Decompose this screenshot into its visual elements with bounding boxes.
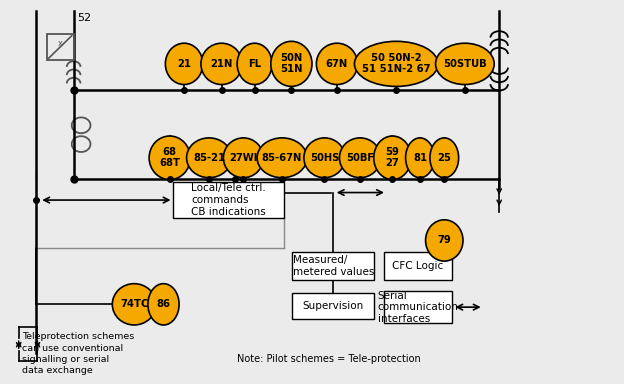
- FancyBboxPatch shape: [384, 252, 452, 280]
- Ellipse shape: [354, 41, 438, 86]
- Bar: [47, 34, 74, 60]
- Text: Measured/
metered values: Measured/ metered values: [293, 255, 374, 276]
- Text: 21: 21: [177, 59, 191, 69]
- Text: Note: Pilot schemes = Tele-protection: Note: Pilot schemes = Tele-protection: [237, 354, 421, 364]
- Ellipse shape: [257, 138, 307, 178]
- Text: 86: 86: [157, 299, 170, 310]
- Ellipse shape: [223, 138, 263, 178]
- Text: 85-67N: 85-67N: [262, 153, 302, 163]
- Ellipse shape: [436, 43, 494, 84]
- Ellipse shape: [430, 138, 459, 178]
- FancyBboxPatch shape: [292, 293, 374, 319]
- Text: 68
68T: 68 68T: [159, 147, 180, 168]
- Text: 81: 81: [413, 153, 427, 163]
- Text: 50HS: 50HS: [310, 153, 339, 163]
- Ellipse shape: [339, 138, 381, 178]
- Ellipse shape: [237, 43, 272, 84]
- Text: Supervision: Supervision: [303, 301, 364, 311]
- Text: 50STUB: 50STUB: [443, 59, 487, 69]
- Ellipse shape: [374, 136, 411, 180]
- Text: x: x: [57, 39, 63, 48]
- Text: 21N: 21N: [210, 59, 233, 69]
- Ellipse shape: [148, 284, 179, 325]
- Text: 52: 52: [77, 13, 91, 23]
- Text: 27WI: 27WI: [229, 153, 258, 163]
- Ellipse shape: [165, 43, 203, 84]
- FancyBboxPatch shape: [292, 252, 374, 280]
- Text: 85-21: 85-21: [193, 153, 225, 163]
- Text: Teleprotection schemes
can use conventional
signalling or serial
data exchange: Teleprotection schemes can use conventio…: [22, 333, 134, 375]
- Text: 67N: 67N: [326, 59, 348, 69]
- Text: 74TC: 74TC: [120, 299, 149, 310]
- Ellipse shape: [201, 43, 242, 84]
- Text: 59
27: 59 27: [386, 147, 399, 168]
- Text: 50 50N-2
51 51N-2 67: 50 50N-2 51 51N-2 67: [362, 53, 431, 74]
- Text: 79: 79: [437, 235, 451, 245]
- Text: FL: FL: [248, 59, 261, 69]
- Text: 25: 25: [437, 153, 451, 163]
- Ellipse shape: [187, 138, 232, 178]
- FancyBboxPatch shape: [384, 291, 452, 323]
- Ellipse shape: [271, 41, 312, 86]
- Text: 50N
51N: 50N 51N: [280, 53, 303, 74]
- Ellipse shape: [426, 220, 463, 261]
- Ellipse shape: [406, 138, 434, 178]
- Ellipse shape: [112, 284, 156, 325]
- Text: CFC Logic: CFC Logic: [392, 261, 444, 271]
- Text: Serial
communication
interfaces: Serial communication interfaces: [378, 291, 459, 324]
- FancyBboxPatch shape: [173, 182, 284, 218]
- Text: 50BF: 50BF: [346, 153, 374, 163]
- Text: Local/Tele ctrl.
commands
CB indications: Local/Tele ctrl. commands CB indications: [192, 184, 266, 217]
- Ellipse shape: [316, 43, 358, 84]
- Ellipse shape: [149, 136, 190, 180]
- Ellipse shape: [304, 138, 345, 178]
